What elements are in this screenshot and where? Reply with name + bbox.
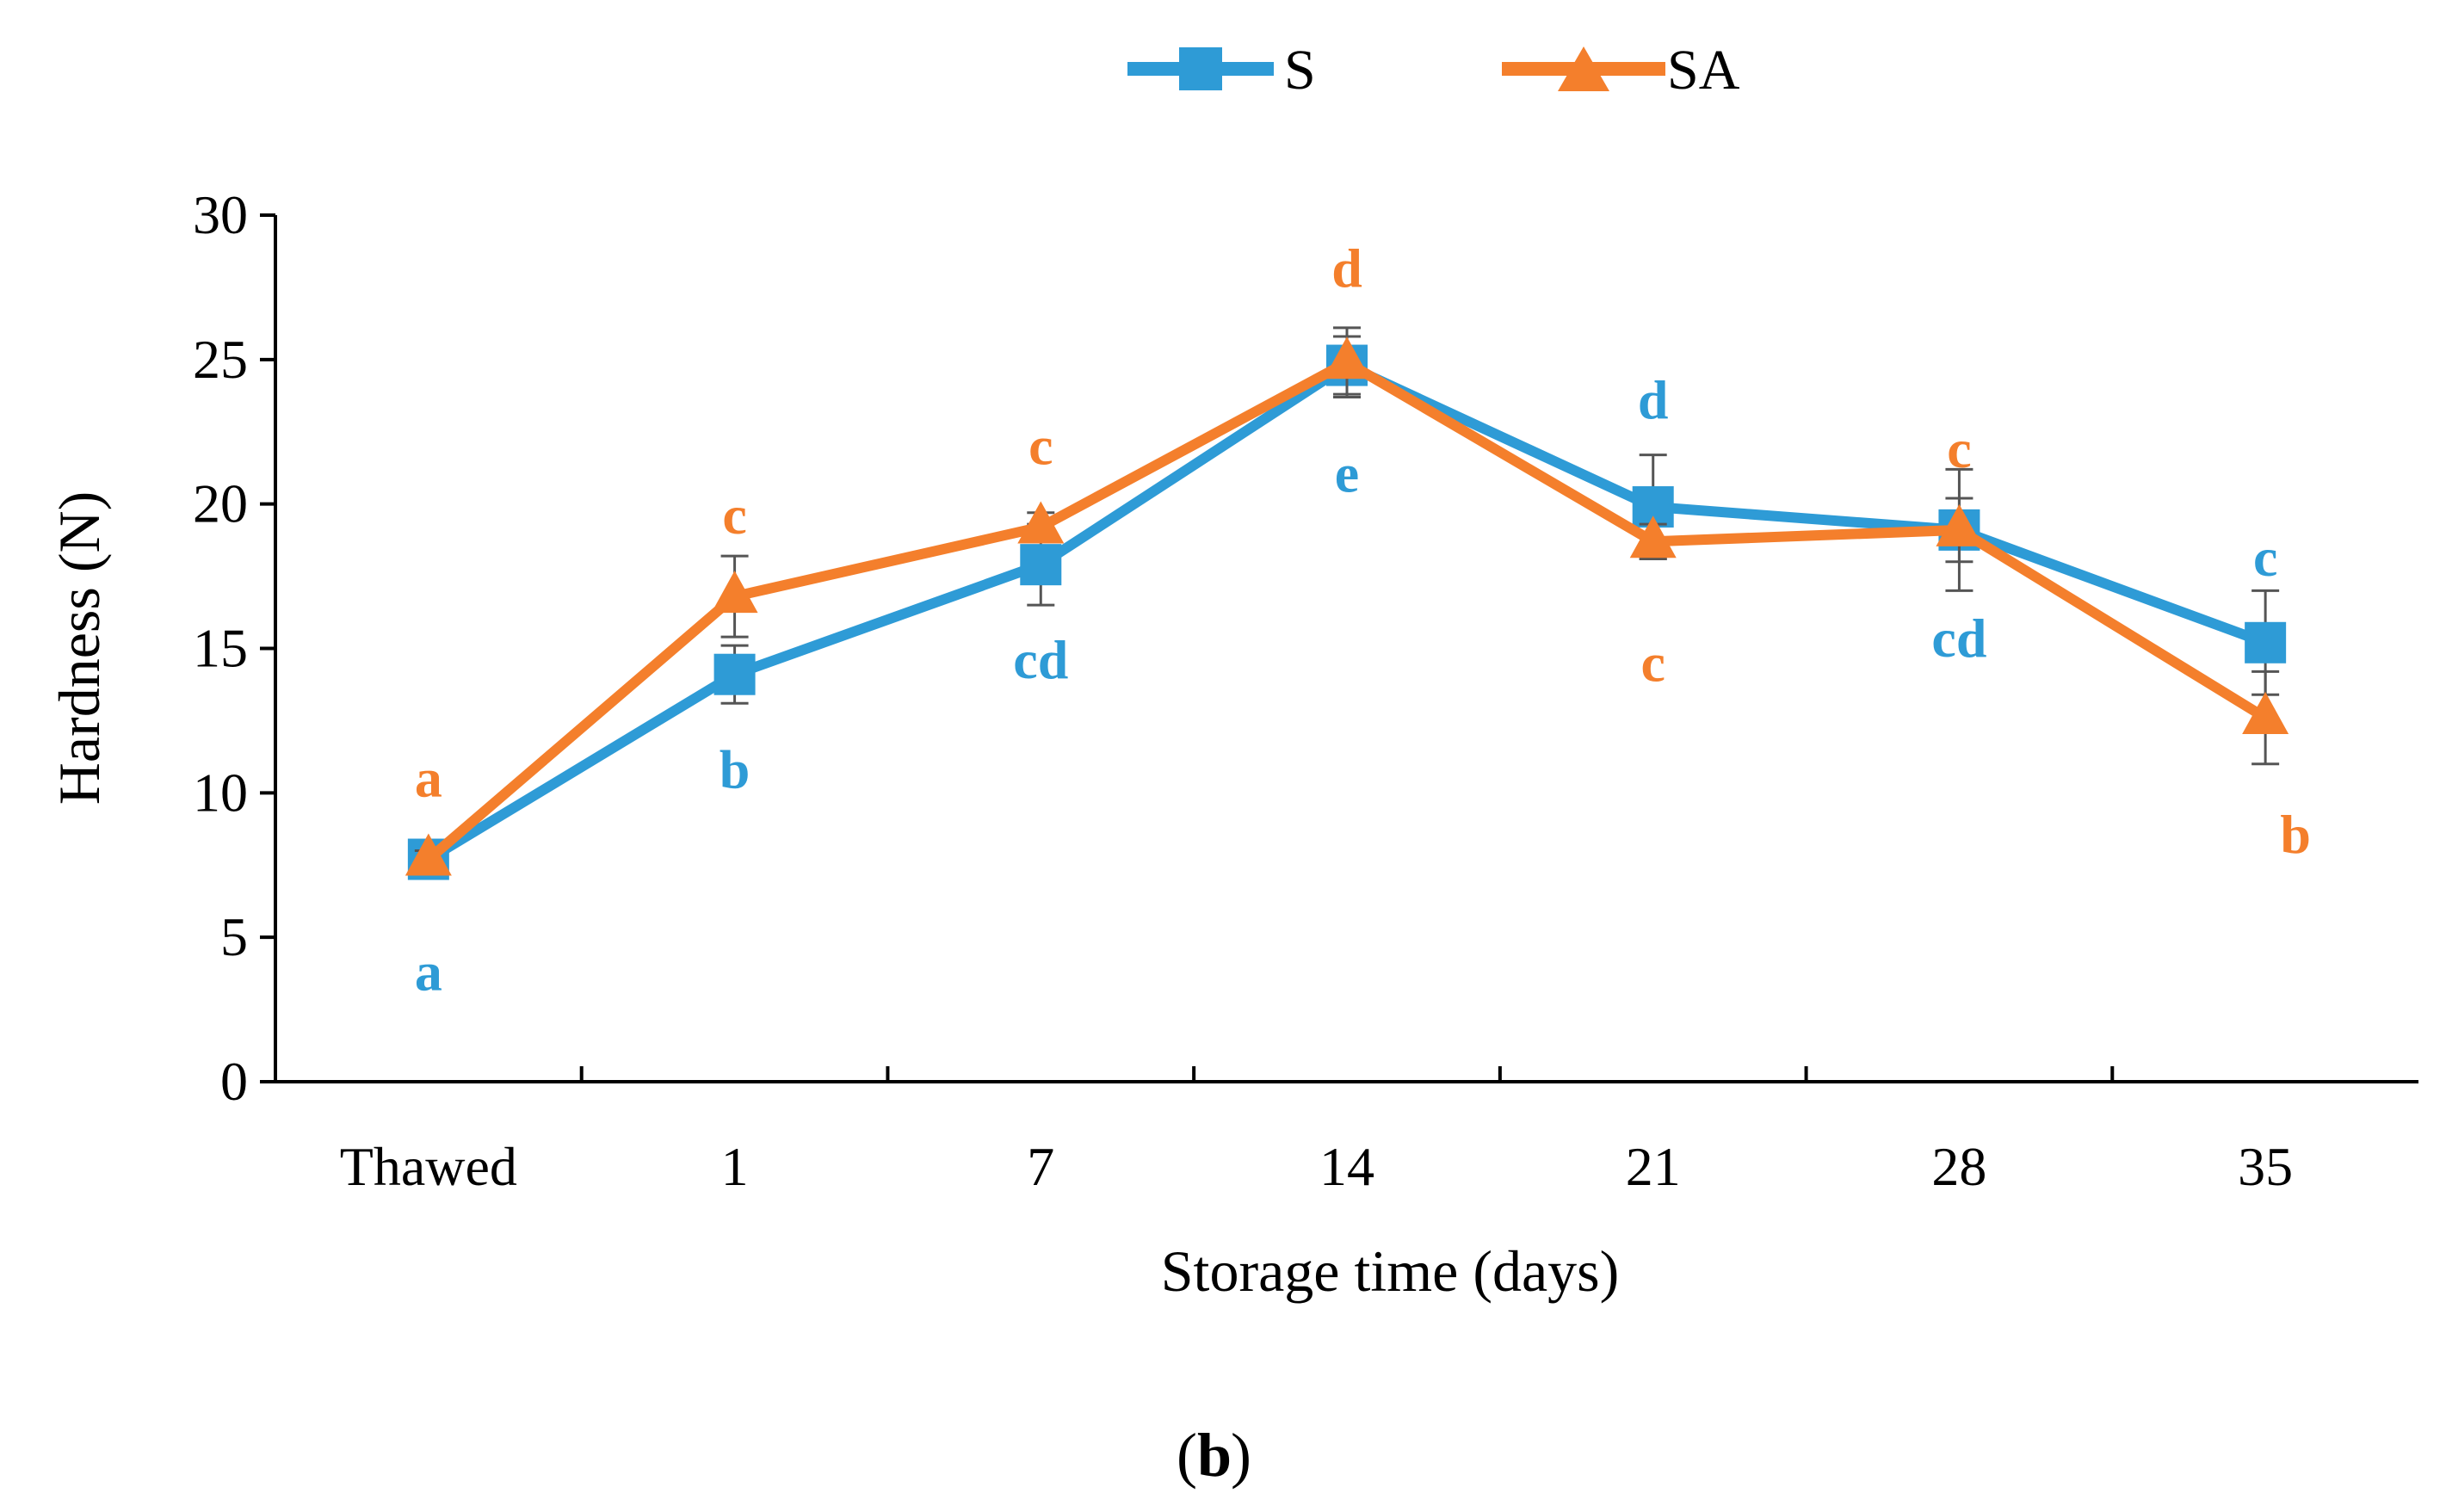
legend-s-marker — [1179, 47, 1222, 90]
x-tick-label: 7 — [1027, 1136, 1054, 1197]
significance-letter: e — [1335, 443, 1359, 504]
significance-letter: c — [2253, 527, 2277, 588]
legend-s-label: S — [1284, 39, 1316, 102]
x-tick-label: 35 — [2238, 1136, 2293, 1197]
significance-letter: b — [2280, 804, 2311, 865]
series-line — [425, 360, 2268, 864]
panel-label-text: b — [1197, 1421, 1232, 1490]
data-point — [1324, 336, 1370, 380]
data-point — [1936, 503, 1983, 546]
data-point — [1017, 501, 1065, 544]
significance-letter: b — [720, 739, 750, 800]
data-point — [711, 571, 758, 614]
y-tick-label: 30 — [193, 184, 248, 245]
significance-letter: c — [1947, 418, 1971, 479]
significance-letter: cd — [1931, 608, 1986, 669]
y-tick-label: 20 — [193, 473, 248, 534]
x-axis-title: Storage time (days) — [1161, 1238, 1620, 1304]
y-ticks: 0 5 10 15 20 25 30 — [193, 184, 275, 1112]
data-point — [2242, 692, 2289, 735]
panel-label: ( b ) — [1177, 1421, 1251, 1490]
x-tick-label: 21 — [1626, 1136, 1681, 1197]
y-tick-label: 5 — [220, 906, 248, 967]
y-tick-label: 0 — [220, 1051, 248, 1112]
x-tick-label: 1 — [721, 1136, 749, 1197]
series-sa — [405, 326, 2289, 876]
y-tick-label: 10 — [193, 762, 248, 823]
y-axis-title: Hardness (N) — [46, 491, 112, 805]
y-tick-label: 25 — [193, 329, 248, 390]
significance-letter: c — [1641, 632, 1665, 693]
x-tick-label: Thawed — [340, 1136, 517, 1197]
significance-letter: d — [1638, 369, 1669, 430]
significance-letter: c — [1028, 416, 1053, 477]
legend-sa-label: SA — [1667, 39, 1740, 102]
significance-letter: d — [1331, 238, 1362, 299]
significance-letter: a — [415, 941, 442, 1003]
legend-sa-marker — [1558, 46, 1609, 91]
y-tick-label: 15 — [193, 618, 248, 679]
x-ticks: Thawed 1 7 14 21 28 35 — [340, 1066, 2293, 1197]
data-point — [713, 653, 756, 695]
data-point — [1629, 515, 1677, 559]
x-tick-label: 28 — [1931, 1136, 1986, 1197]
significance-letter: cd — [1013, 629, 1068, 690]
legend-item-s: S — [1127, 39, 1316, 102]
series-s — [407, 335, 2287, 880]
data-point — [1020, 544, 1062, 586]
significance-letter: c — [722, 484, 746, 546]
significance-letter: a — [415, 748, 442, 809]
series-layer — [405, 326, 2289, 880]
series-line — [424, 357, 2269, 864]
legend-item-sa: SA — [1502, 39, 1740, 102]
data-point — [2245, 621, 2287, 663]
x-tick-label: 14 — [1319, 1136, 1374, 1197]
panel-label-close-paren: ) — [1231, 1421, 1251, 1490]
data-point — [405, 833, 452, 876]
legend: S SA — [1127, 39, 1740, 102]
panel-label-open-paren: ( — [1177, 1421, 1197, 1490]
